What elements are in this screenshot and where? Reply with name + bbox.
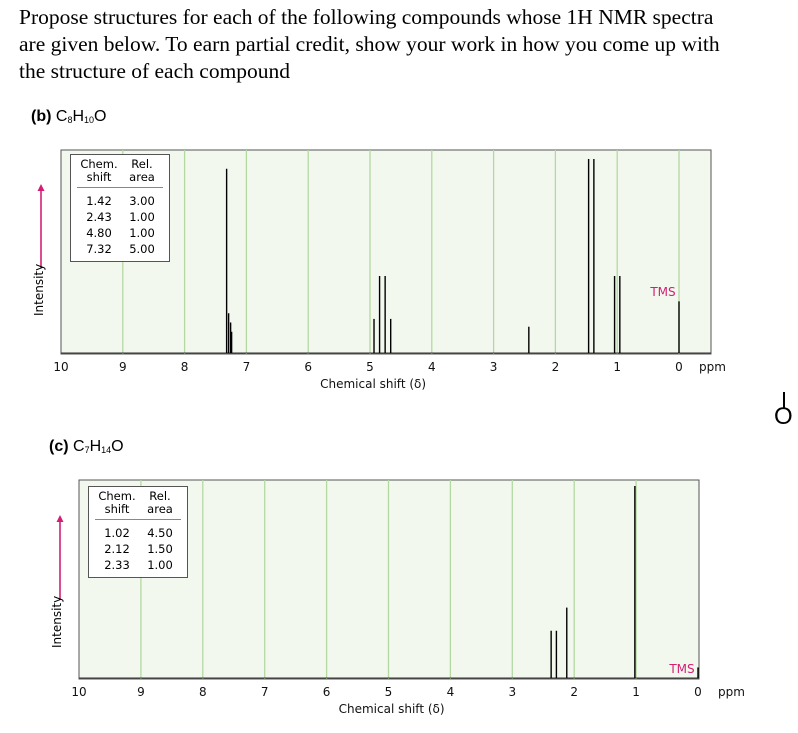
tick-label: 0 bbox=[694, 685, 702, 699]
part-b-formula: C8H10O bbox=[55, 108, 107, 125]
tick-label: 5 bbox=[385, 685, 393, 699]
table-header: Chem. shift Rel. area bbox=[77, 158, 163, 188]
part-c-label: (c) C7H14O bbox=[49, 438, 124, 456]
tms-label: TMS bbox=[668, 662, 694, 676]
table-header: Chem. shift Rel. area bbox=[95, 490, 181, 520]
tick-label: 7 bbox=[261, 685, 269, 699]
spectrum-c-table: Chem. shift Rel. area 1.02 4.50 2.12 1.50 2.… bbox=[88, 486, 188, 578]
intensity-arrowhead bbox=[37, 184, 45, 191]
tick-label: 8 bbox=[199, 685, 207, 699]
tick-label: 9 bbox=[119, 360, 127, 374]
tick-label: 7 bbox=[243, 360, 251, 374]
tick-label: 2 bbox=[570, 685, 578, 699]
tick-label: 10 bbox=[53, 360, 68, 374]
table-row: 1.02 4.50 bbox=[104, 526, 173, 540]
intensity-arrowhead bbox=[56, 515, 64, 522]
part-c-formula: C7H14O bbox=[73, 438, 124, 455]
table-row: 2.33 1.00 bbox=[104, 558, 173, 572]
tick-label: 9 bbox=[137, 685, 145, 699]
tick-label: 5 bbox=[366, 360, 374, 374]
tick-label: 3 bbox=[508, 685, 516, 699]
tick-label: 10 bbox=[71, 685, 86, 699]
question-text: Propose structures for each of the follo… bbox=[19, 4, 779, 85]
x-axis-label: Chemical shift (δ) bbox=[320, 377, 426, 391]
x-axis-label: Chemical shift (δ) bbox=[339, 702, 445, 716]
tick-label: 3 bbox=[490, 360, 498, 374]
tick-label: 2 bbox=[552, 360, 560, 374]
tick-label: 4 bbox=[447, 685, 455, 699]
tick-label: 1 bbox=[632, 685, 640, 699]
table-row: 2.12 1.50 bbox=[104, 542, 173, 556]
question-line-2: are given below. To earn partial credit,… bbox=[19, 32, 720, 56]
part-c-letter: (c) bbox=[49, 438, 69, 455]
spectrum-b-table: Chem. shift Rel. area 1.42 3.00 2.43 1.00 4.… bbox=[70, 154, 170, 262]
tick-label: 4 bbox=[428, 360, 436, 374]
table-row: 7.32 5.00 bbox=[86, 242, 155, 256]
table-row: 4.80 1.00 bbox=[86, 226, 155, 240]
tick-label: 8 bbox=[181, 360, 189, 374]
unit-label: ppm bbox=[699, 360, 726, 374]
tick-label: 6 bbox=[304, 360, 312, 374]
question-line-3: the structure of each compound bbox=[19, 59, 291, 83]
table-row: 1.42 3.00 bbox=[86, 194, 155, 208]
spectrum-c-ylabel: Intensity bbox=[50, 595, 64, 648]
side-o-text: O bbox=[774, 403, 793, 430]
part-b-label: (b) C8H10O bbox=[31, 108, 107, 126]
question-line-1: Propose structures for each of the follo… bbox=[19, 5, 714, 29]
tick-label: 6 bbox=[323, 685, 331, 699]
part-b-letter: (b) bbox=[31, 108, 52, 125]
tick-label: 1 bbox=[613, 360, 621, 374]
table-row: 2.43 1.00 bbox=[86, 210, 155, 224]
tms-label: TMS bbox=[649, 285, 675, 299]
unit-label: ppm bbox=[718, 685, 745, 699]
tick-label: 0 bbox=[675, 360, 683, 374]
